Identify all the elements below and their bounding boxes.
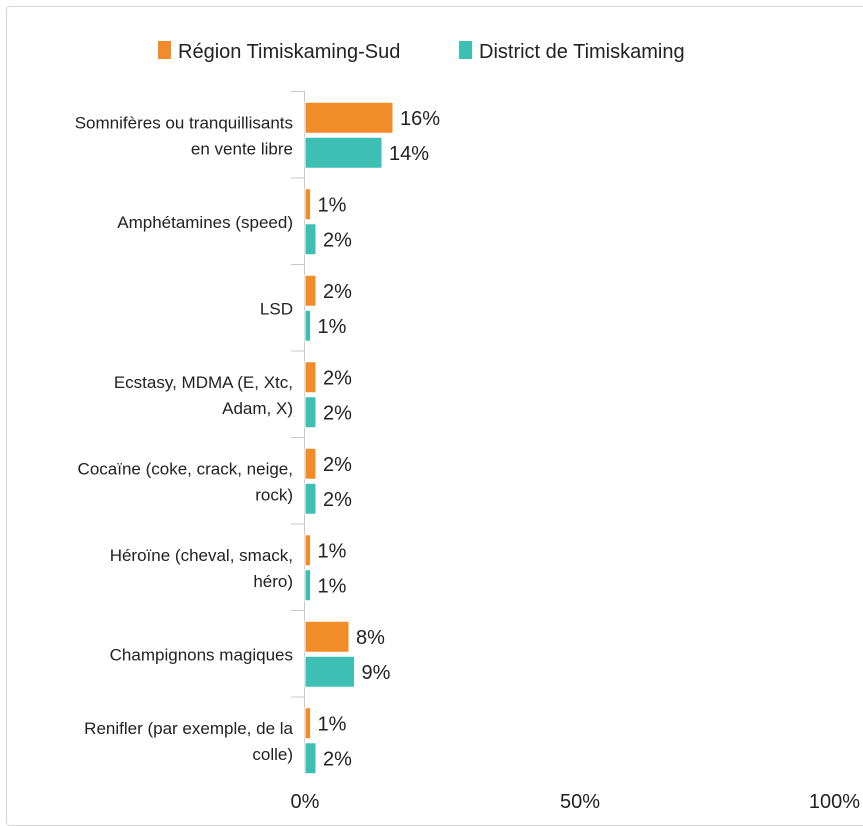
bar (304, 620, 350, 653)
chart-frame (6, 6, 863, 826)
category-label-line: Cocaïne (coke, crack, neige, (78, 459, 293, 478)
legend-label: Région Timiskaming-Sud (178, 41, 400, 63)
data-label: 1% (318, 575, 347, 597)
category-label-line: colle) (252, 745, 293, 764)
bar (304, 534, 311, 567)
category-label-line: Amphétamines (speed) (117, 213, 293, 232)
bars (304, 101, 394, 775)
bar (304, 309, 311, 342)
data-label: 1% (318, 713, 347, 735)
bar (304, 396, 317, 429)
bar (304, 136, 383, 169)
category-label-line: héro) (253, 572, 293, 591)
legend-item: District de Timiskaming (459, 41, 685, 63)
legend: Région Timiskaming-Sud District de Timisk… (158, 41, 685, 63)
data-labels: 16% 14% 1% 2% 2% 1% 2% 2% 2% 2% 1% 1% 8% 9% 1% 2% (318, 108, 441, 771)
legend-swatch (158, 41, 171, 59)
legend-item: Région Timiskaming-Sud (158, 41, 400, 63)
x-tick-label: 50% (560, 791, 600, 813)
y-axis (291, 91, 305, 774)
category-label-line: Héroïne (cheval, smack, (110, 546, 293, 565)
bar (304, 655, 355, 688)
bar (304, 223, 317, 256)
category-label-line: Adam, X) (222, 399, 293, 418)
bar (304, 482, 317, 515)
category-label: Ecstasy, MDMA (E, Xtc, Adam, X) (114, 373, 293, 418)
bar (304, 569, 311, 602)
data-label: 2% (323, 402, 352, 424)
data-label: 16% (400, 108, 440, 130)
bar (304, 188, 311, 221)
data-label: 1% (318, 316, 347, 338)
data-label: 2% (323, 489, 352, 511)
data-label: 1% (318, 194, 347, 216)
data-label: 2% (323, 367, 352, 389)
category-label: Amphétamines (speed) (117, 213, 293, 232)
category-label-line: Renifler (par exemple, de la (84, 719, 293, 738)
bar (304, 447, 317, 480)
data-label: 2% (323, 454, 352, 476)
category-label-line: en vente libre (191, 139, 293, 158)
legend-label: District de Timiskaming (479, 41, 685, 63)
x-tick-labels: 0% 50% 100% (291, 791, 861, 813)
data-label: 2% (323, 229, 352, 251)
data-label: 1% (318, 540, 347, 562)
legend-swatch (459, 41, 472, 59)
category-label-line: Ecstasy, MDMA (E, Xtc, (114, 373, 293, 392)
category-label: Somnifères ou tranquillisants en vente li… (75, 113, 293, 158)
bar (304, 274, 317, 307)
category-label: Héroïne (cheval, smack, héro) (110, 546, 293, 591)
data-label: 2% (323, 748, 352, 770)
category-label: Renifler (par exemple, de la colle) (84, 719, 293, 764)
category-label-line: Somnifères ou tranquillisants (75, 113, 293, 132)
x-tick-label: 100% (809, 791, 860, 813)
category-label: LSD (260, 299, 293, 318)
category-label: Cocaïne (coke, crack, neige, rock) (78, 459, 293, 504)
bar (304, 101, 394, 134)
category-label-line: Champignons magiques (110, 645, 293, 664)
category-label-line: LSD (260, 299, 293, 318)
data-label: 14% (389, 143, 429, 165)
bar (304, 361, 317, 394)
data-label: 8% (356, 627, 385, 649)
bar (304, 742, 317, 775)
data-label: 9% (362, 662, 391, 684)
x-tick-label: 0% (291, 791, 320, 813)
category-labels: Somnifères ou tranquillisants en vente li… (75, 113, 294, 764)
category-label-line: rock) (255, 485, 293, 504)
data-label: 2% (323, 281, 352, 303)
bar (304, 707, 311, 740)
category-label: Champignons magiques (110, 645, 293, 664)
